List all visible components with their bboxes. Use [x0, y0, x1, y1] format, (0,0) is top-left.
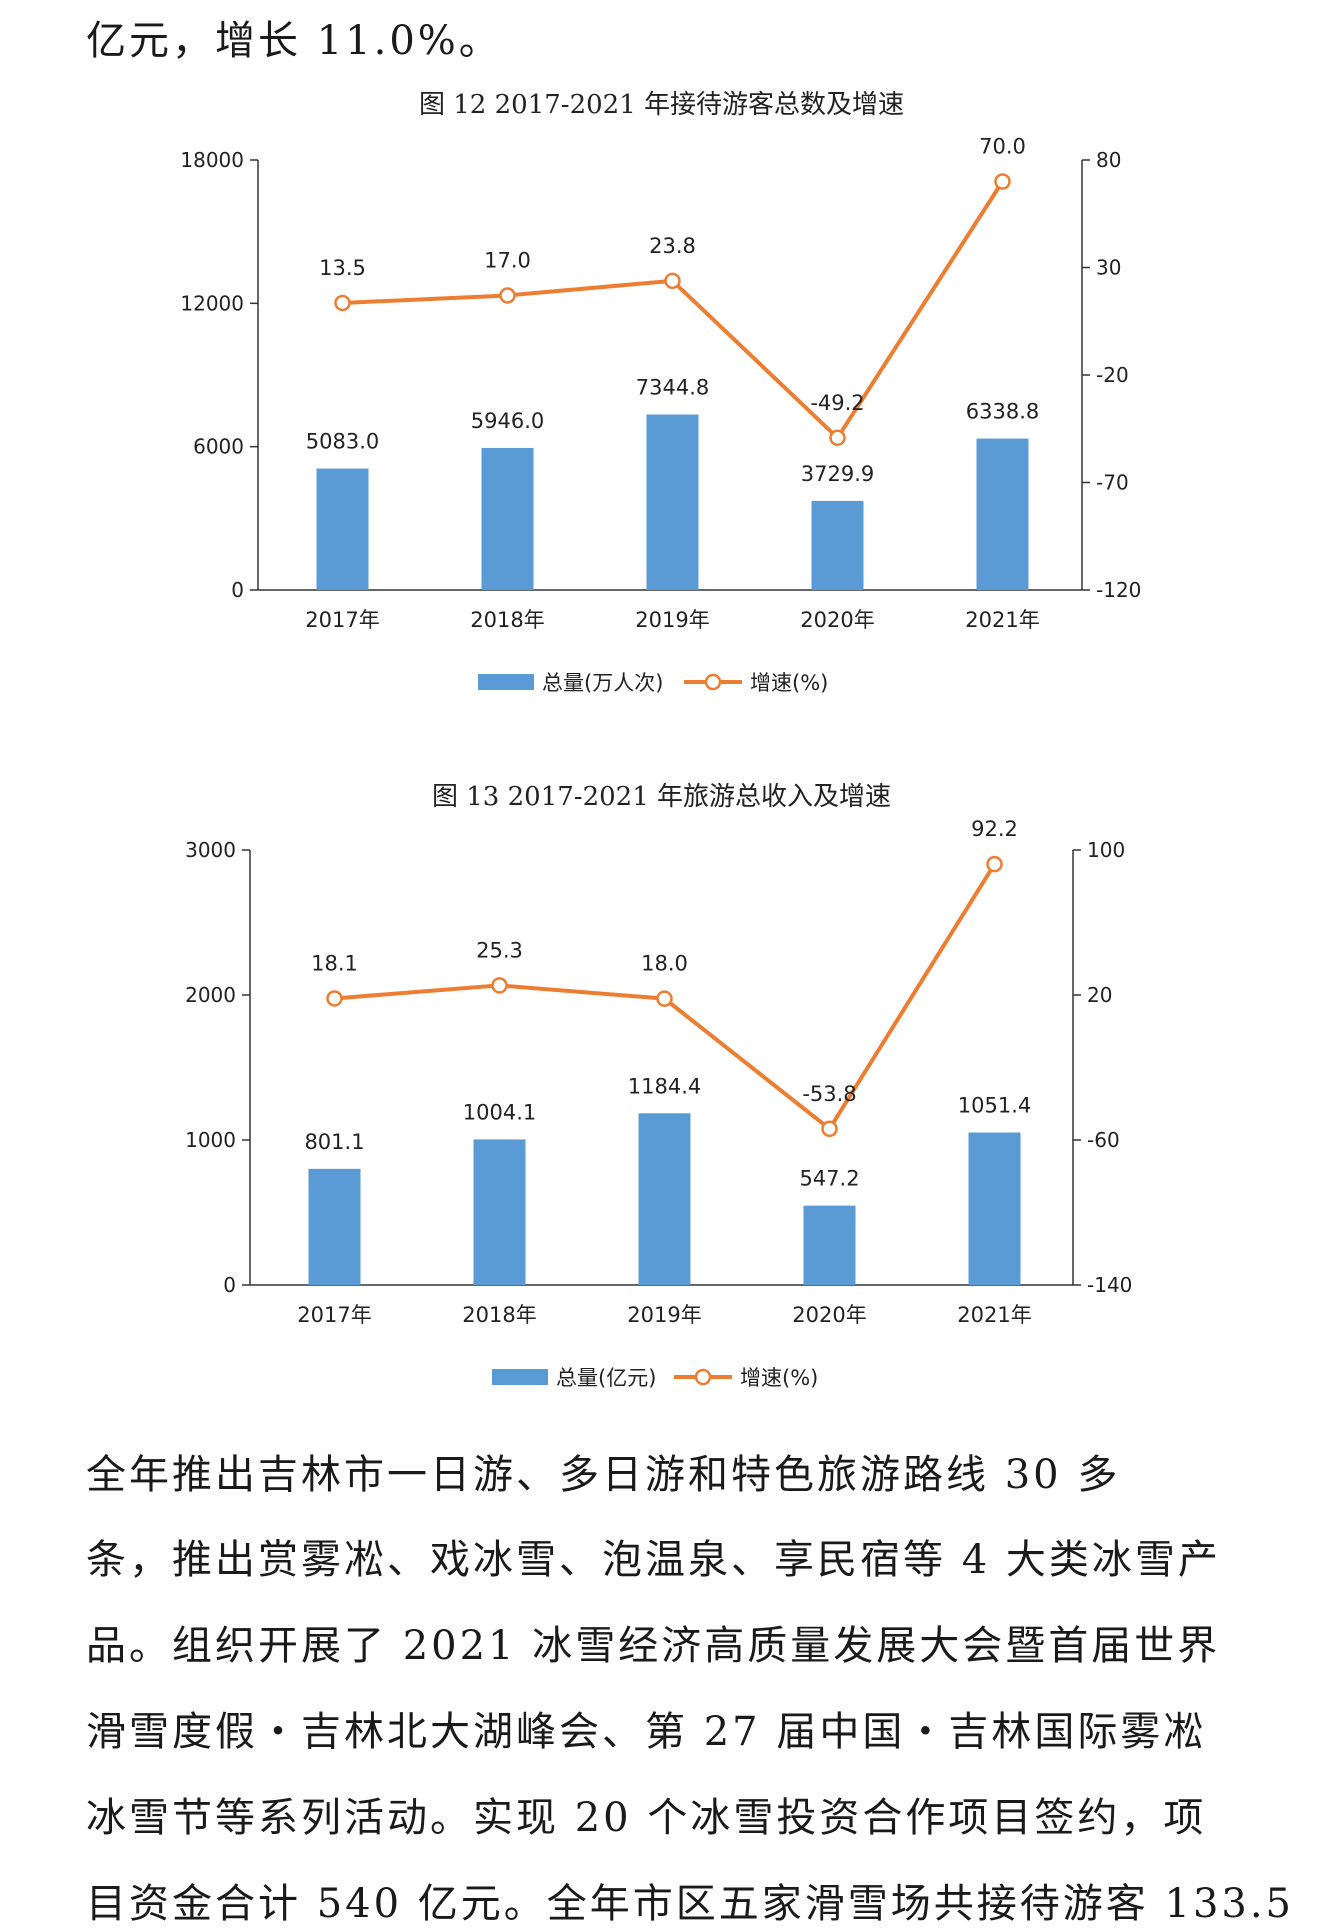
- x-axis-tick-label: 2018年: [470, 608, 544, 632]
- line-data-label: 70.0: [979, 135, 1026, 159]
- line-data-label: 92.2: [971, 820, 1018, 841]
- right-axis-tick-label: 100: [1087, 838, 1125, 862]
- x-axis-tick-label: 2021年: [957, 1303, 1031, 1327]
- x-axis-tick-label: 2021年: [965, 608, 1039, 632]
- paragraph-line-6: 目资金合计 540 亿元。全年市区五家滑雪场共接待游客 133.5: [86, 1881, 1295, 1927]
- line-point: [326, 990, 343, 1007]
- bar-data-label: 801.1: [304, 1130, 364, 1154]
- legend-bar-label: 总量(亿元): [556, 1366, 656, 1390]
- x-axis-tick-label: 2020年: [792, 1303, 866, 1327]
- legend-line-label: 增速(%): [750, 671, 828, 695]
- bar: [968, 1132, 1021, 1285]
- bar-data-label: 1051.4: [958, 1094, 1031, 1118]
- bar: [811, 500, 864, 590]
- chart-13-title: 图 13 2017-2021 年旅游总收入及增速: [432, 782, 891, 812]
- left-axis-tick-label: 0: [231, 578, 244, 602]
- bar-data-label: 3729.9: [801, 462, 874, 486]
- line-point: [994, 173, 1011, 190]
- left-axis-tick-label: 0: [223, 1273, 236, 1297]
- x-axis-tick-label: 2018年: [462, 1303, 536, 1327]
- bar-data-label: 1184.4: [628, 1074, 701, 1098]
- line-point: [499, 287, 516, 304]
- bar-data-label: 5083.0: [306, 430, 379, 454]
- bar: [316, 468, 369, 590]
- right-axis-tick-label: -120: [1096, 578, 1141, 602]
- line-point: [829, 429, 846, 447]
- line-data-label: 23.8: [649, 234, 696, 258]
- bar: [638, 1113, 691, 1285]
- legend-bar-swatch: [478, 674, 534, 690]
- line-data-label: -53.8: [802, 1082, 856, 1106]
- line-data-label: -49.2: [810, 391, 864, 415]
- bar: [803, 1205, 856, 1285]
- bar-data-label: 5946.0: [471, 409, 544, 433]
- legend-line-marker: [694, 1368, 712, 1386]
- left-axis-tick-label: 3000: [185, 838, 236, 862]
- bar: [976, 438, 1029, 590]
- line-point: [656, 990, 673, 1007]
- paragraph-line-2: 条，推出赏雾凇、戏冰雪、泡温泉、享民宿等 4 大类冰雪产: [86, 1537, 1221, 1583]
- legend-bar-label: 总量(万人次): [542, 671, 663, 695]
- paragraph-line-3: 品。组织开展了 2021 冰雪经济高质量发展大会暨首届世界: [86, 1623, 1221, 1669]
- top-text-line: 亿元，增长 11.0%。: [86, 18, 502, 64]
- left-axis-tick-label: 6000: [193, 435, 244, 459]
- paragraph-line-1: 全年推出吉林市一日游、多日游和特色旅游路线 30 多: [86, 1452, 1121, 1498]
- bar: [646, 414, 699, 590]
- bar-data-label: 1004.1: [463, 1100, 536, 1124]
- bar: [473, 1139, 526, 1285]
- left-axis-tick-label: 12000: [180, 291, 244, 315]
- x-axis-tick-label: 2017年: [297, 1303, 371, 1327]
- right-axis-tick-label: 30: [1096, 256, 1121, 280]
- x-axis-tick-label: 2017年: [305, 608, 379, 632]
- bar: [481, 447, 534, 590]
- paragraph-line-4: 滑雪度假・吉林北大湖峰会、第 27 届中国・吉林国际雾凇: [86, 1709, 1207, 1755]
- line-data-label: 17.0: [484, 248, 531, 272]
- right-axis-tick-label: 80: [1096, 148, 1121, 172]
- line-data-label: 13.5: [319, 256, 366, 280]
- right-axis-tick-label: -20: [1096, 363, 1129, 387]
- line-point: [821, 1120, 838, 1138]
- chart-13-tourism-revenue: 0 1000 2000 3000 -140 -60 20 100 2017年 2018年 2019年…: [185, 820, 1132, 1390]
- left-axis-tick-label: 18000: [180, 148, 244, 172]
- right-axis-tick-label: -140: [1087, 1273, 1132, 1297]
- right-axis-tick-label: 20: [1087, 983, 1112, 1007]
- paragraph-line-5: 冰雪节等系列活动。实现 20 个冰雪投资合作项目签约，项: [86, 1795, 1207, 1841]
- legend-line-label: 增速(%): [740, 1366, 818, 1390]
- bar-data-label: 6338.8: [966, 400, 1039, 424]
- bar: [308, 1168, 361, 1285]
- right-axis-tick-label: -60: [1087, 1128, 1120, 1152]
- x-axis-tick-label: 2020年: [800, 608, 874, 632]
- x-axis-tick-label: 2019年: [635, 608, 709, 632]
- chart-12-tourist-arrivals: 0 6000 12000 18000 -120 -70 -20 30 80 2017年 2018年 2…: [180, 135, 1141, 696]
- legend-bar-swatch: [492, 1369, 548, 1385]
- bar-data-label: 7344.8: [636, 376, 709, 400]
- legend-line-marker: [704, 673, 722, 691]
- line-point: [491, 977, 508, 994]
- line-data-label: 18.0: [641, 952, 688, 976]
- line-data-label: 18.1: [311, 951, 358, 975]
- left-axis-tick-label: 1000: [185, 1128, 236, 1152]
- line-point: [664, 272, 681, 290]
- line-data-label: 25.3: [476, 938, 523, 962]
- right-axis-tick-label: -70: [1096, 471, 1129, 495]
- left-axis-tick-label: 2000: [185, 983, 236, 1007]
- chart-12-title: 图 12 2017-2021 年接待游客总数及增速: [419, 90, 904, 120]
- line-point: [334, 294, 351, 312]
- line-point: [986, 855, 1003, 873]
- bar-data-label: 547.2: [799, 1167, 859, 1191]
- x-axis-tick-label: 2019年: [627, 1303, 701, 1327]
